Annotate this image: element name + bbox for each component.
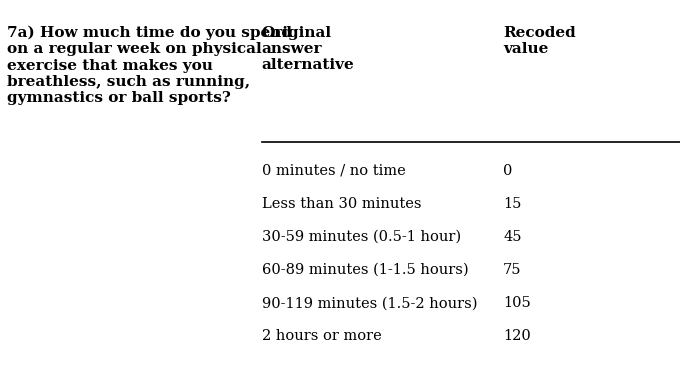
Text: 45: 45	[503, 230, 522, 244]
Text: 7a) How much time do you spend
on a regular week on physical
exercise that makes: 7a) How much time do you spend on a regu…	[7, 26, 292, 105]
Text: 120: 120	[503, 329, 531, 343]
Text: 75: 75	[503, 263, 522, 277]
Text: 0 minutes / no time: 0 minutes / no time	[262, 164, 405, 178]
Text: 90-119 minutes (1.5-2 hours): 90-119 minutes (1.5-2 hours)	[262, 296, 477, 310]
Text: 2 hours or more: 2 hours or more	[262, 329, 381, 343]
Text: 60-89 minutes (1-1.5 hours): 60-89 minutes (1-1.5 hours)	[262, 263, 469, 277]
Text: 30-59 minutes (0.5-1 hour): 30-59 minutes (0.5-1 hour)	[262, 230, 461, 244]
Text: 15: 15	[503, 197, 522, 211]
Text: 0: 0	[503, 164, 513, 178]
Text: Less than 30 minutes: Less than 30 minutes	[262, 197, 422, 211]
Text: Recoded
value: Recoded value	[503, 26, 576, 56]
Text: Original
answer
alternative: Original answer alternative	[262, 26, 354, 72]
Text: 105: 105	[503, 296, 531, 310]
